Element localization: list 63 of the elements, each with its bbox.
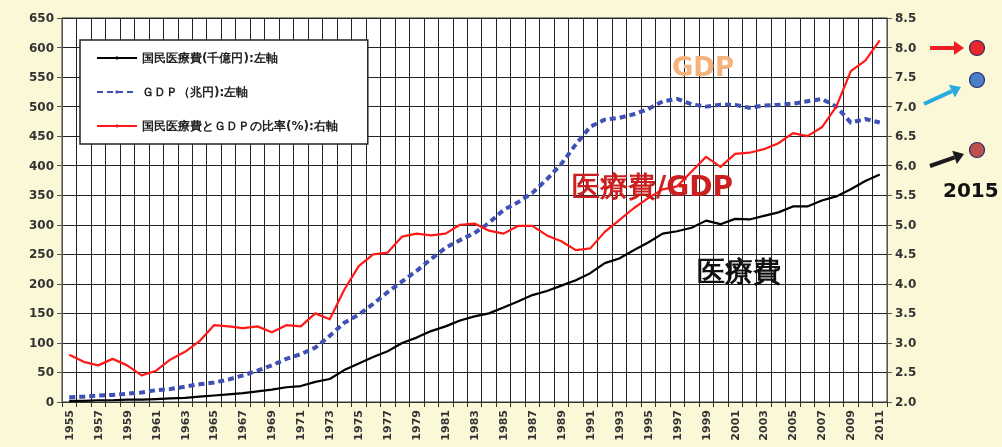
y-tick-label: 0 [45, 395, 54, 409]
y-tick-label: 50 [37, 365, 54, 380]
y2-tick-label: 5.0 [895, 217, 917, 232]
y2-tick-label: 7.0 [895, 99, 917, 114]
y2-tick-label: 6.5 [895, 129, 917, 144]
text: 2015 [943, 178, 999, 202]
x-tick-label: 1973 [323, 410, 337, 441]
x-tick-label: 1981 [439, 410, 453, 441]
x-tick-label: 1975 [352, 410, 366, 441]
line-series [68, 39, 881, 377]
x-tick-label: 1993 [612, 410, 626, 441]
x-tick-label: 2011 [873, 410, 887, 441]
x-tick-label: 1971 [294, 410, 308, 441]
y2-tick-label: 7.5 [895, 70, 917, 85]
x-tick-label: 1991 [583, 410, 597, 441]
x-tick-label: 1963 [178, 410, 192, 441]
x-tick-label: 1967 [236, 410, 250, 441]
x-tick-label: 2009 [844, 410, 858, 441]
x-tick-label: 2005 [786, 410, 800, 441]
y-tick-label: 250 [28, 247, 54, 262]
x-tick-label: 1989 [554, 410, 568, 441]
y-tick-label: 200 [28, 276, 54, 291]
x-tick-label: 2007 [815, 410, 829, 441]
y2-tick-label: 8.5 [895, 11, 917, 25]
legend-label: 国民医療費とＧＤＰの比率(%):右軸 [142, 119, 338, 133]
y2-tick-label: 8.0 [895, 40, 917, 55]
legend-label: ＧＤＰ（兆円):左軸 [142, 85, 249, 99]
y2-tick-label: 4.5 [895, 247, 917, 262]
y2-tick-label: 2.0 [895, 395, 917, 409]
x-tick-label: 1959 [120, 410, 134, 441]
x-tick-label: 1979 [410, 410, 424, 441]
y-tick-label: 350 [28, 188, 54, 203]
x-tick-label: 1977 [381, 410, 395, 441]
y-tick-label: 550 [28, 70, 54, 85]
y2-tick-label: 5.5 [895, 188, 917, 203]
y-tick-label: 650 [28, 11, 54, 25]
x-tick-label: 2003 [757, 410, 771, 441]
x-tick-label: 1955 [62, 410, 76, 441]
x-tick-label: 1999 [699, 410, 713, 441]
y-tick-label: 600 [28, 40, 54, 55]
y2-tick-label: 3.5 [895, 306, 917, 321]
x-tick-label: 1995 [641, 410, 655, 441]
y-tick-label: 400 [28, 158, 54, 173]
x-tick-label: 1961 [149, 410, 163, 441]
y-tick-label: 150 [28, 306, 54, 321]
y2-tick-label: 6.0 [895, 158, 917, 173]
x-tick-label: 2001 [728, 410, 742, 441]
y2-tick-label: 4.0 [895, 276, 917, 291]
y-tick-label: 500 [28, 99, 54, 114]
legend-label: 国民医療費(千億円):左軸 [142, 51, 278, 65]
x-tick-label: 1997 [670, 410, 684, 441]
line-series [68, 173, 881, 402]
y-tick-label: 450 [28, 129, 54, 144]
x-tick-label: 1969 [265, 410, 279, 441]
y2-tick-label: 3.0 [895, 335, 917, 350]
x-tick-label: 1987 [525, 410, 539, 441]
x-tick-label: 1985 [496, 410, 510, 441]
x-tick-label: 1983 [468, 410, 481, 441]
y2-tick-label: 2.5 [895, 365, 917, 380]
y-tick-label: 300 [28, 217, 54, 232]
x-tick-label: 1957 [91, 410, 105, 441]
x-tick-label: 1965 [207, 410, 221, 441]
y-tick-label: 100 [28, 335, 54, 350]
